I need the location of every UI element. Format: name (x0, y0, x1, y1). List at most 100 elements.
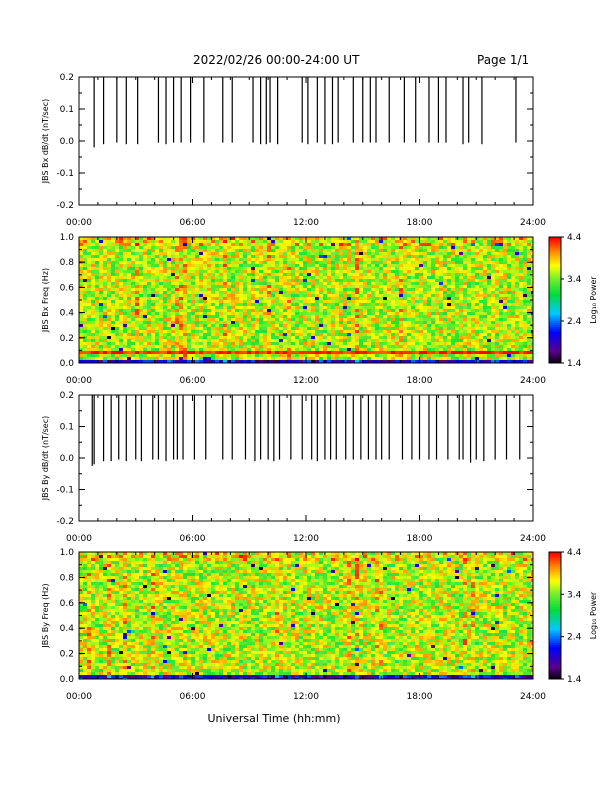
spectrogram-cell (111, 315, 115, 318)
spectrogram-cell (291, 324, 295, 327)
spectrogram-cell (139, 333, 143, 336)
spectrogram-cell (375, 339, 379, 342)
spectrogram-cell (127, 330, 131, 333)
spectrogram-cell (167, 348, 171, 351)
spectrogram-cell (227, 291, 231, 294)
spectrogram-cell (291, 249, 295, 252)
spectrogram-cell (335, 258, 339, 261)
spectrogram-cell (431, 267, 435, 270)
spectrogram-cell (119, 237, 123, 240)
spectrogram-cell (455, 351, 459, 354)
spectrogram-cell (367, 351, 371, 354)
spectrogram-cell (303, 285, 307, 288)
spectrogram-cell (95, 339, 99, 342)
spectrogram-cell (235, 315, 239, 318)
spectrogram-cell (311, 270, 315, 273)
spectrogram-cell (211, 360, 215, 363)
spectrogram-cell (183, 249, 187, 252)
spectrogram-cell (407, 327, 411, 330)
spectrogram-cell (427, 243, 431, 246)
spectrogram-cell (435, 297, 439, 300)
spectrogram-cell (219, 252, 223, 255)
spectrogram-cell (263, 345, 267, 348)
spectrogram-cell (271, 273, 275, 276)
spectrogram-cell (79, 315, 83, 318)
spectrogram-cell (287, 315, 291, 318)
spectrogram-cell (299, 279, 303, 282)
spectrogram-cell (271, 255, 275, 258)
spectrogram-cell (527, 300, 531, 303)
spectrogram-cell (143, 285, 147, 288)
spectrogram-cell (327, 249, 331, 252)
spectrogram-cell (423, 285, 427, 288)
spectrogram-cell (507, 297, 511, 300)
spectrogram-cell (183, 351, 187, 354)
spectrogram-cell (343, 291, 347, 294)
spectrogram-cell (271, 318, 275, 321)
spectrogram-cell (475, 249, 479, 252)
spectrogram-cell (175, 333, 179, 336)
spectrogram-cell (495, 318, 499, 321)
spectrogram-cell (391, 303, 395, 306)
spectrogram-cell (439, 321, 443, 324)
spectrogram-cell (479, 276, 483, 279)
spectrogram-cell (123, 282, 127, 285)
spectrogram-cell (455, 288, 459, 291)
spectrogram-cell (259, 270, 263, 273)
spectrogram-cell (307, 240, 311, 243)
spectrogram-cell (527, 327, 531, 330)
spectrogram-cell (507, 249, 511, 252)
spectrogram-cell (207, 318, 211, 321)
spectrogram-cell (415, 333, 419, 336)
spectrogram-cell (279, 270, 283, 273)
spectrogram-cell (423, 348, 427, 351)
spectrogram-cell (331, 360, 335, 363)
spectrogram-cell (323, 357, 327, 360)
spectrogram-cell (415, 339, 419, 342)
spectrogram-cell (283, 300, 287, 303)
spectrogram-cell (175, 306, 179, 309)
spectrogram-cell (439, 330, 443, 333)
spectrogram-cell (507, 318, 511, 321)
spectrogram-cell (255, 336, 259, 339)
spectrogram-cell (295, 279, 299, 282)
spectrogram-cell (79, 294, 83, 297)
spectrogram-cell (383, 315, 387, 318)
spectrogram-cell (83, 276, 87, 279)
spectrogram-cell (207, 333, 211, 336)
spectrogram-cell (211, 333, 215, 336)
spectrogram-cell (367, 333, 371, 336)
spectrogram-cell (107, 315, 111, 318)
spectrogram-cell (167, 309, 171, 312)
spectrogram-cell (83, 288, 87, 291)
spectrogram-cell (495, 294, 499, 297)
spectrogram-cell (295, 267, 299, 270)
spectrogram-cell (355, 294, 359, 297)
spectrogram-cell (391, 282, 395, 285)
spectrogram-cell (419, 318, 423, 321)
spectrogram-cell (259, 321, 263, 324)
spectrogram-cell (327, 237, 331, 240)
spectrogram-cell (223, 252, 227, 255)
spectrogram-cell (379, 306, 383, 309)
spectrogram-cell (411, 357, 415, 360)
spectrogram-cell (203, 306, 207, 309)
spectrogram-cell (307, 333, 311, 336)
spectrogram-cell (391, 342, 395, 345)
spectrogram-cell (119, 318, 123, 321)
spectrogram-cell (375, 312, 379, 315)
spectrogram-cell (287, 303, 291, 306)
spectrogram-cell (427, 312, 431, 315)
spectrogram-cell (267, 273, 271, 276)
spectrogram-cell (115, 291, 119, 294)
spectrogram-cell (503, 357, 507, 360)
spectrogram-cell (303, 291, 307, 294)
spectrogram-cell (215, 336, 219, 339)
spectrogram-cell (191, 324, 195, 327)
spectrogram-cell (239, 267, 243, 270)
spectrogram-cell (475, 339, 479, 342)
spectrogram-cell (95, 333, 99, 336)
spectrogram-cell (383, 261, 387, 264)
spectrogram-cell (311, 324, 315, 327)
spectrogram-cell (375, 306, 379, 309)
